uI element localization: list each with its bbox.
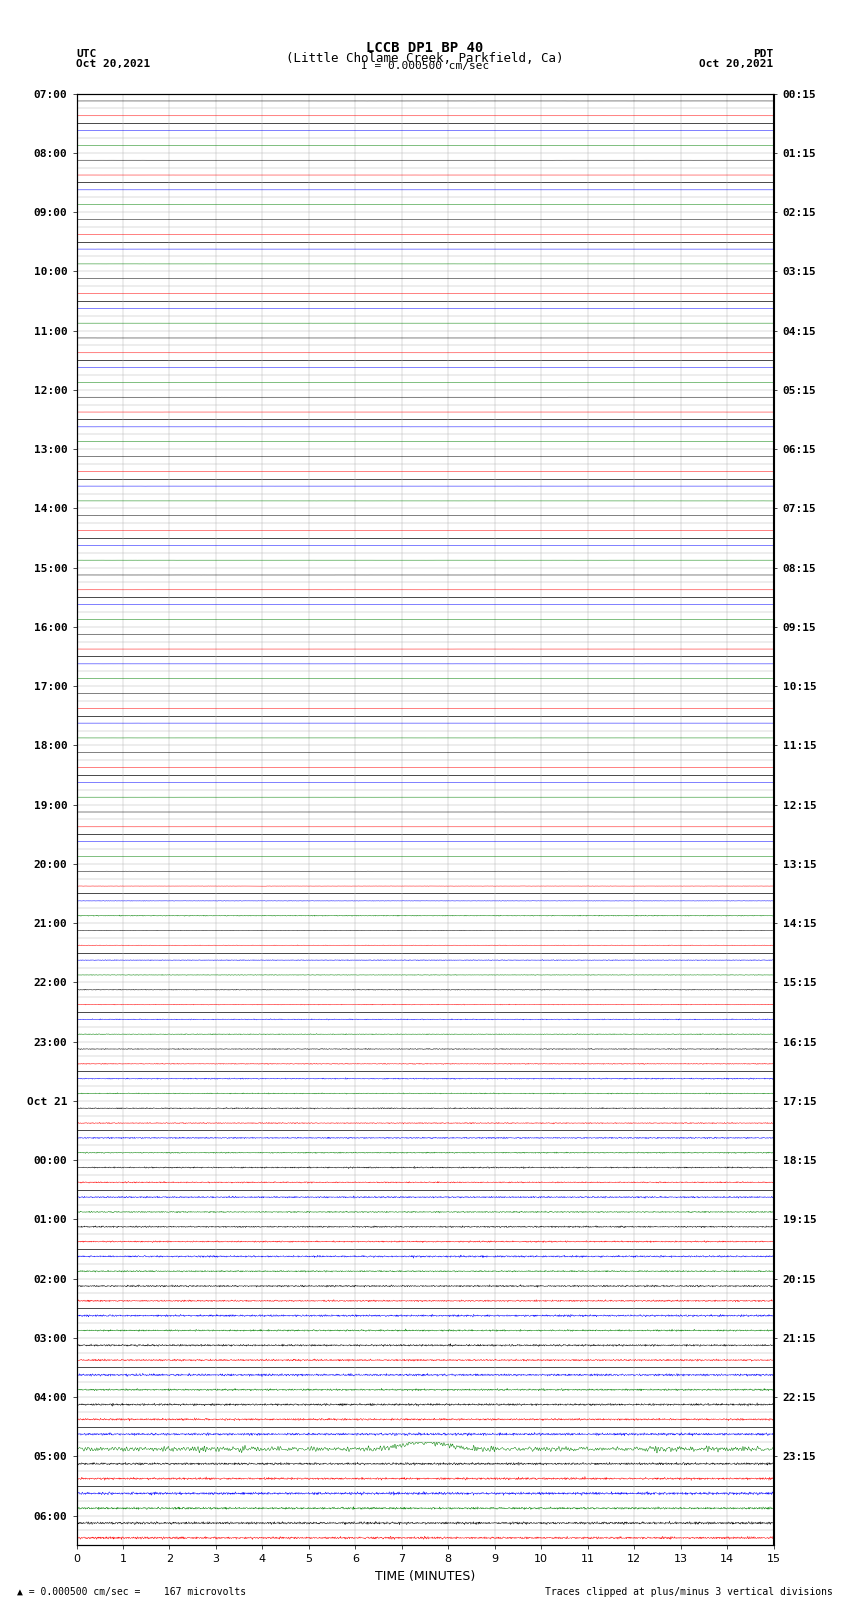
Text: I = 0.000500 cm/sec: I = 0.000500 cm/sec — [361, 61, 489, 71]
Text: (Little Cholame Creek, Parkfield, Ca): (Little Cholame Creek, Parkfield, Ca) — [286, 52, 564, 65]
X-axis label: TIME (MINUTES): TIME (MINUTES) — [375, 1569, 475, 1582]
Text: LCCB DP1 BP 40: LCCB DP1 BP 40 — [366, 40, 484, 55]
Text: ▲ = 0.000500 cm/sec =    167 microvolts: ▲ = 0.000500 cm/sec = 167 microvolts — [17, 1587, 246, 1597]
Text: PDT: PDT — [753, 50, 774, 60]
Text: UTC: UTC — [76, 50, 97, 60]
Text: Oct 20,2021: Oct 20,2021 — [700, 58, 774, 69]
Text: Traces clipped at plus/minus 3 vertical divisions: Traces clipped at plus/minus 3 vertical … — [545, 1587, 833, 1597]
Text: Oct 20,2021: Oct 20,2021 — [76, 58, 150, 69]
